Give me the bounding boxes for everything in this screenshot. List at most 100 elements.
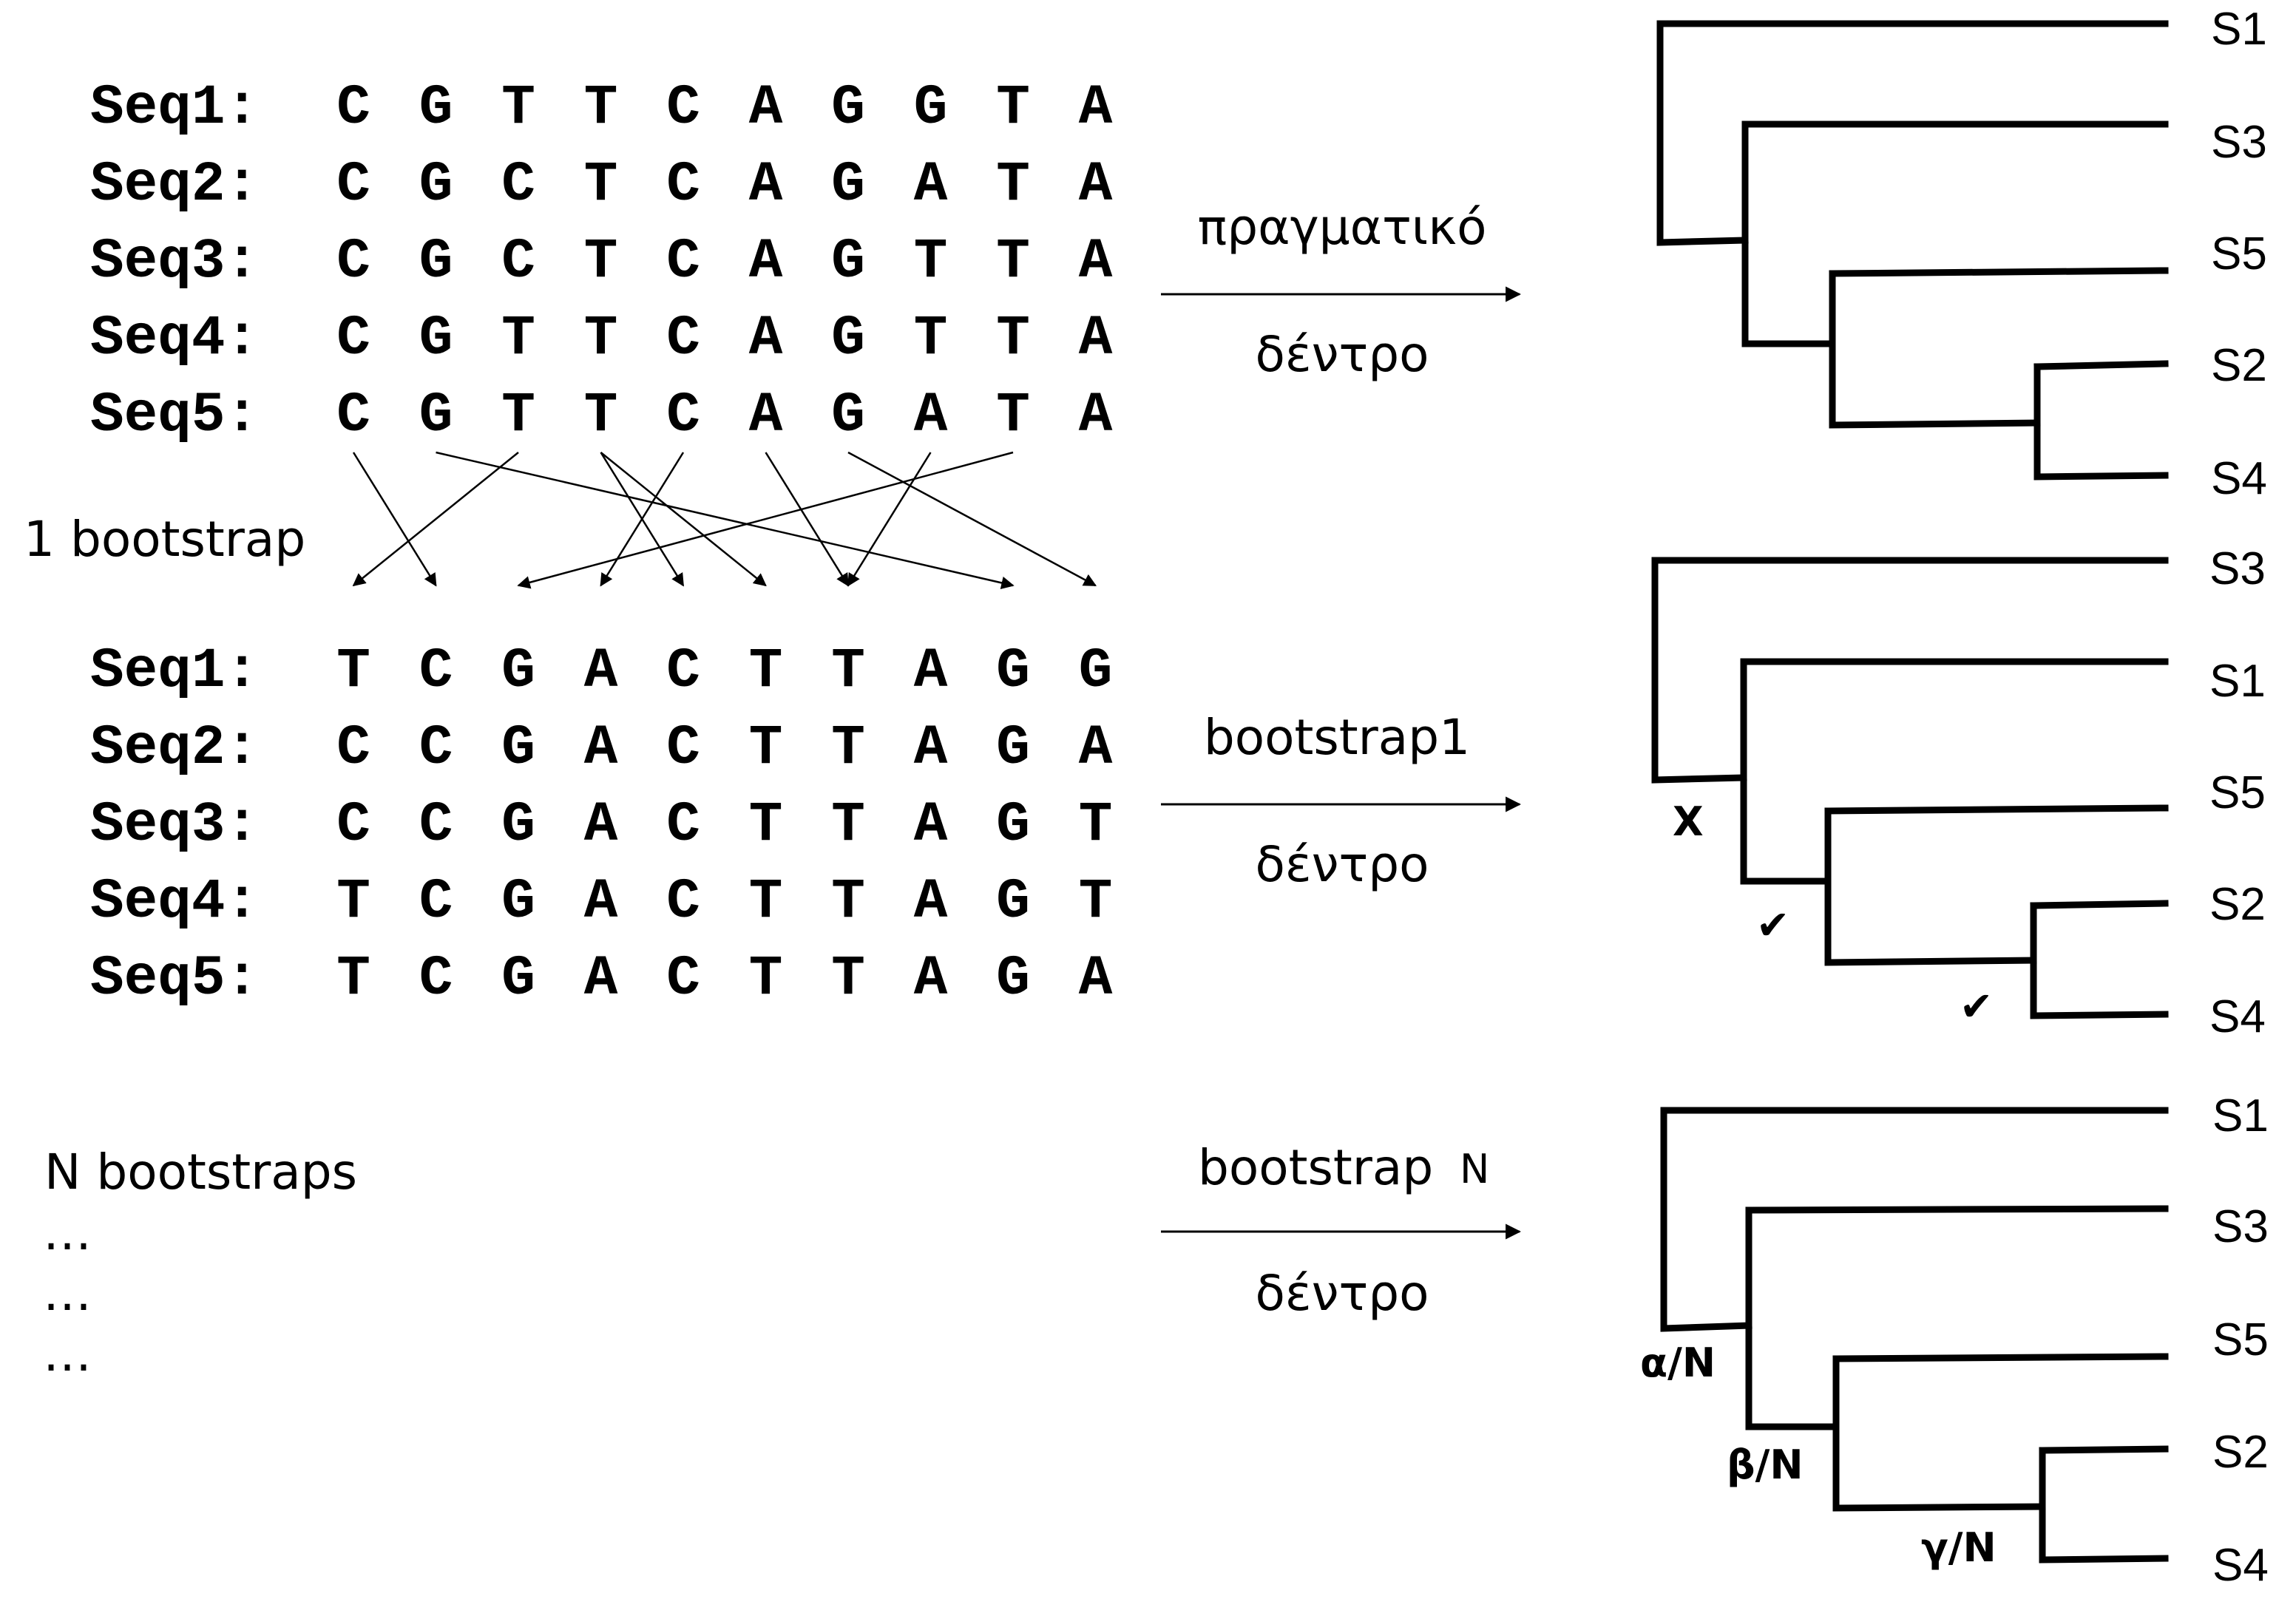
ellipsis-2: … bbox=[43, 1265, 92, 1322]
nucleotide: C bbox=[336, 153, 370, 217]
nucleotide: G bbox=[501, 947, 535, 1011]
nucleotide: G bbox=[419, 153, 453, 217]
original-alignment-row: Seq3: C G C T C A G T T A bbox=[90, 230, 1113, 293]
arrow-2-top-label: bootstrap1 bbox=[1204, 709, 1470, 766]
original-alignment-row: Seq5: C G T T C A G A T A bbox=[90, 384, 1113, 447]
nucleotide: T bbox=[996, 76, 1030, 140]
sequence-label: Seq4: bbox=[90, 307, 259, 370]
sequence-label: Seq5: bbox=[90, 384, 259, 447]
nucleotide: C bbox=[419, 870, 453, 934]
nucleotide: C bbox=[666, 716, 700, 780]
arrow-1-top-label: πραγματικό bbox=[1197, 199, 1486, 256]
tree-2-leaf: S3 bbox=[2209, 543, 2266, 594]
nucleotide: A bbox=[914, 384, 948, 447]
tree-3-leaf: S2 bbox=[2212, 1427, 2269, 1478]
nucleotide: G bbox=[501, 870, 535, 934]
bootstrap-alignment-row: Seq2: C C G A C T T A G A bbox=[90, 716, 1113, 780]
arrow-real-tree: πραγματικό δέντρο bbox=[1161, 199, 1522, 383]
nucleotide: C bbox=[666, 230, 700, 293]
nucleotide: C bbox=[501, 153, 535, 217]
alpha-support-label: α/N bbox=[1640, 1340, 1716, 1386]
bootstrap-alignment-row: Seq5: T C G A C T T A G A bbox=[90, 947, 1113, 1011]
nucleotide: C bbox=[336, 230, 370, 293]
nucleotide: T bbox=[336, 870, 370, 934]
nucleotide: T bbox=[584, 307, 618, 370]
nucleotide: A bbox=[1079, 947, 1113, 1011]
nucleotide: T bbox=[501, 76, 535, 140]
nucleotide: T bbox=[749, 716, 783, 780]
nucleotide: T bbox=[914, 307, 948, 370]
nucleotide: T bbox=[831, 870, 865, 934]
tree-3-leaf: S1 bbox=[2212, 1090, 2269, 1141]
nucleotide: G bbox=[831, 307, 865, 370]
nucleotide: A bbox=[584, 870, 618, 934]
nucleotide: C bbox=[666, 947, 700, 1011]
nucleotide: A bbox=[914, 639, 948, 703]
tree-3-branches bbox=[1660, 1107, 2169, 1564]
nucleotide: A bbox=[749, 230, 783, 293]
tree-1-leaf: S4 bbox=[2211, 453, 2267, 504]
ellipsis-3: … bbox=[43, 1325, 92, 1382]
sequence-label: Seq4: bbox=[90, 870, 259, 934]
nucleotide: T bbox=[996, 384, 1030, 447]
nucleotide: G bbox=[501, 716, 535, 780]
nucleotide: G bbox=[501, 793, 535, 857]
nucleotide: C bbox=[666, 870, 700, 934]
tree-3-leaf: S3 bbox=[2212, 1201, 2269, 1252]
nucleotide: C bbox=[666, 384, 700, 447]
resample-arrow bbox=[436, 451, 1015, 589]
column-resampling-arrows bbox=[352, 451, 1097, 589]
arrow-3-bottom-label: δέντρο bbox=[1256, 1265, 1429, 1322]
nucleotide: G bbox=[419, 230, 453, 293]
nucleotide: T bbox=[996, 230, 1030, 293]
nucleotide: T bbox=[1079, 870, 1113, 934]
nucleotide: T bbox=[584, 76, 618, 140]
nucleotide: G bbox=[996, 716, 1030, 780]
nucleotide: A bbox=[584, 639, 618, 703]
resample-arrow bbox=[600, 452, 685, 587]
nucleotide: G bbox=[831, 76, 865, 140]
resample-arrow bbox=[847, 452, 932, 587]
bootstrap-alignment-row: Seq4: T C G A C T T A G T bbox=[90, 870, 1112, 934]
nucleotide: C bbox=[666, 639, 700, 703]
nucleotide: A bbox=[749, 76, 783, 140]
check-mark: ✔ bbox=[1960, 983, 1993, 1030]
nucleotide: A bbox=[1079, 76, 1113, 140]
resample-arrow bbox=[847, 451, 1097, 587]
arrow-1-bottom-label: δέντρο bbox=[1256, 326, 1429, 383]
tree-1-leaf: S1 bbox=[2211, 4, 2267, 55]
nucleotide: T bbox=[749, 870, 783, 934]
nucleotide: G bbox=[914, 76, 948, 140]
nucleotide: T bbox=[501, 384, 535, 447]
nucleotide: T bbox=[584, 153, 618, 217]
nucleotide: A bbox=[1079, 230, 1113, 293]
nucleotide: G bbox=[996, 947, 1030, 1011]
arrow-bootstrapN-tree: bootstrap N δέντρο bbox=[1161, 1139, 1522, 1322]
n-bootstraps-label: N bootstraps bbox=[44, 1144, 357, 1201]
tree-real: S1 S3 S5 S2 S4 bbox=[1656, 4, 2267, 504]
nucleotide: G bbox=[831, 230, 865, 293]
nucleotide: G bbox=[501, 639, 535, 703]
tree-3-leaf: S4 bbox=[2212, 1540, 2269, 1591]
nucleotide: G bbox=[996, 793, 1030, 857]
tree-2-leaf: S2 bbox=[2209, 879, 2266, 930]
nucleotide: A bbox=[584, 716, 618, 780]
x-mark: X bbox=[1673, 798, 1704, 845]
nucleotide: T bbox=[584, 384, 618, 447]
tree-1-leaf: S3 bbox=[2211, 117, 2267, 168]
nucleotide: C bbox=[336, 307, 370, 370]
nucleotide: T bbox=[831, 947, 865, 1011]
arrow-2-bottom-label: δέντρο bbox=[1256, 836, 1429, 893]
tree-2-leaf: S4 bbox=[2209, 991, 2266, 1042]
tree-bootstrap1: S3 S1 S5 S2 S4 X ✔ ✔ bbox=[1651, 543, 2266, 1042]
tree-2-leaf: S5 bbox=[2209, 767, 2266, 818]
sequence-label: Seq3: bbox=[90, 230, 259, 293]
nucleotide: G bbox=[996, 639, 1030, 703]
tree-1-leaf: S5 bbox=[2211, 228, 2267, 279]
nucleotide: A bbox=[749, 384, 783, 447]
nucleotide: T bbox=[501, 307, 535, 370]
nucleotide: G bbox=[831, 153, 865, 217]
